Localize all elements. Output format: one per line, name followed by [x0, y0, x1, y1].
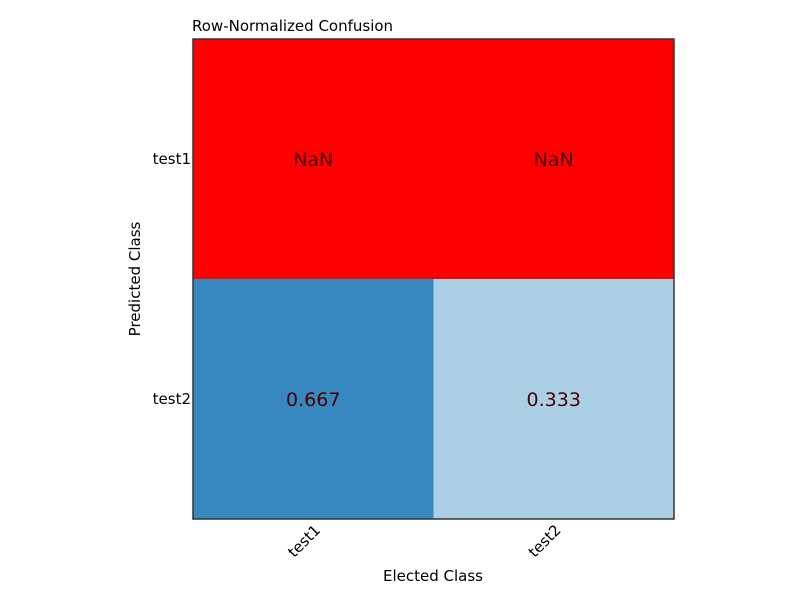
heatmap-cells: NaN NaN 0.667 0.333 [193, 39, 675, 520]
heatmap-cell [193, 279, 434, 520]
y-tick-label: test1 [153, 150, 191, 168]
heatmap-cell [433, 279, 675, 520]
cell-value-label: 0.667 [286, 389, 340, 411]
chart-title: Row-Normalized Confusion [192, 17, 393, 35]
y-tick-label: test2 [153, 390, 191, 408]
cell-value-label: NaN [534, 149, 574, 171]
heatmap-cell [433, 39, 675, 280]
heatmap-cell [193, 39, 434, 280]
x-tick-label: test1 [284, 521, 324, 561]
x-tick-label: test2 [525, 521, 565, 561]
cell-value-label: 0.333 [527, 389, 581, 411]
y-axis-title: Predicted Class [126, 221, 144, 336]
y-tick-labels: test1 test2 [153, 150, 191, 408]
plot-frame [192, 38, 675, 520]
cell-value-label: NaN [293, 149, 333, 171]
x-axis-title: Elected Class [383, 567, 483, 585]
x-tick-labels: test1 test2 [284, 521, 564, 561]
